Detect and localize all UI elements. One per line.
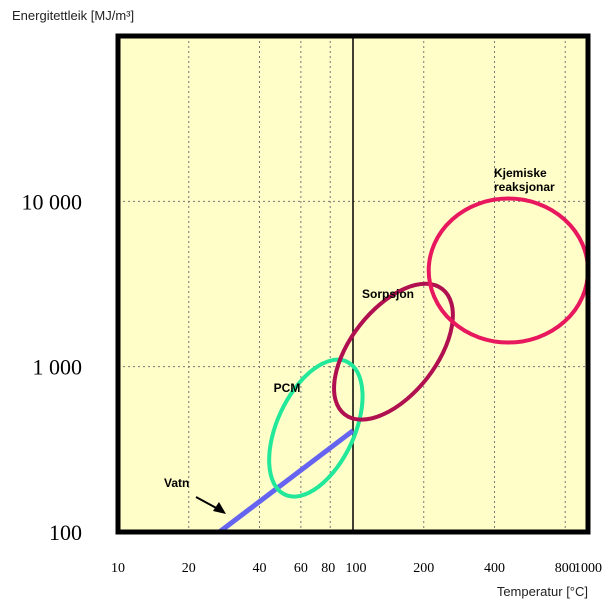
pcm-ellipse xyxy=(267,357,365,499)
x-tick-label: 200 xyxy=(413,561,434,576)
plot-frame xyxy=(115,33,591,535)
x-tick-label: 10 xyxy=(111,561,125,576)
x-tick-label: 100 xyxy=(346,561,367,576)
kjemiske-reaksjonar-label: reaksjonar xyxy=(494,180,555,194)
x-axis-label: Temperatur [°C] xyxy=(497,584,588,599)
x-tick-label: 80 xyxy=(321,561,335,576)
y-tick-label: 100 xyxy=(49,520,82,545)
sorpsjon-label: Sorpsjon xyxy=(362,287,414,301)
x-tick-label: 60 xyxy=(294,561,308,576)
x-tick-label: 800 xyxy=(555,561,576,576)
y-axis-label: Energitettleik [MJ/m³] xyxy=(12,8,134,23)
x-tick-label: 40 xyxy=(252,561,266,576)
kjemiske-reaksjonar-label: Kjemiske xyxy=(494,166,547,180)
vatn-arrow-head xyxy=(213,502,226,514)
y-tick-labels: 100 1 000 10 000 xyxy=(22,189,83,545)
x-tick-label: 1000 xyxy=(574,561,602,576)
pcm-label: PCM xyxy=(274,381,301,395)
vatn-label: Vatn xyxy=(164,476,189,490)
sorpsjon-ellipse xyxy=(332,281,455,422)
y-tick-label: 1 000 xyxy=(33,355,83,380)
x-tick-label: 20 xyxy=(182,561,196,576)
y-axis-label-text: Energitettleik [MJ/m³] xyxy=(12,8,135,23)
y-tick-label: 10 000 xyxy=(22,189,83,214)
vatn-line xyxy=(217,428,355,534)
x-tick-label: 400 xyxy=(484,561,505,576)
x-axis-label-text: Temperatur [°C] xyxy=(496,584,588,599)
